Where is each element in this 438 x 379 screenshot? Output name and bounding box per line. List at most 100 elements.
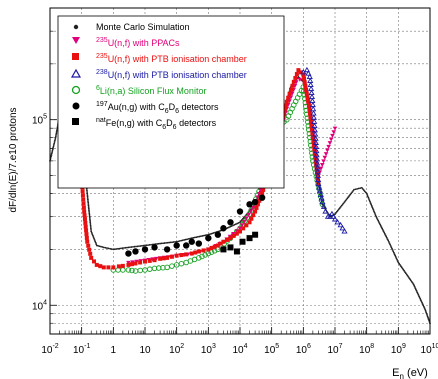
data-point (247, 220, 252, 225)
legend-item-natfe: natFe(n,g) with C6D6 detectors (72, 117, 217, 131)
data-point (172, 241, 175, 243)
data-point (141, 244, 143, 247)
data-point (84, 228, 89, 233)
data-point (188, 238, 195, 245)
data-point (204, 234, 207, 237)
data-point (173, 242, 180, 249)
data-point (316, 187, 324, 194)
data-point (374, 213, 376, 215)
data-point (104, 246, 107, 249)
data-point (116, 264, 121, 269)
data-point (255, 202, 260, 207)
data-point (115, 248, 118, 250)
data-point (86, 243, 91, 248)
data-point (83, 220, 88, 225)
data-point (232, 224, 235, 227)
data-point (166, 241, 169, 244)
data-point (345, 198, 348, 201)
data-point (129, 246, 131, 249)
data-point (112, 248, 115, 251)
data-point (293, 75, 298, 80)
data-point (305, 70, 312, 76)
legend-label-197au-sub2: 6 (175, 108, 179, 115)
data-point (336, 209, 339, 212)
data-point (82, 217, 87, 222)
data-point (394, 254, 397, 257)
x-tick-label-exp: 6 (307, 343, 311, 350)
x-tick-label-exp: 3 (212, 343, 216, 350)
data-point (120, 263, 125, 268)
data-point (107, 247, 110, 250)
data-point (169, 254, 174, 259)
legend-marker-filled-square (72, 118, 79, 125)
legend-label-natfe-pre: nat (96, 117, 106, 124)
data-point (192, 236, 195, 239)
data-point (317, 191, 324, 197)
data-point (315, 174, 320, 179)
data-point (339, 225, 346, 231)
data-point (374, 214, 377, 217)
data-point (83, 224, 88, 229)
data-point (212, 244, 217, 249)
data-point (124, 246, 127, 249)
data-point (331, 216, 339, 222)
data-point (89, 221, 92, 224)
data-point (86, 189, 88, 192)
data-point (148, 244, 151, 246)
data-point (89, 224, 92, 227)
data-point (158, 256, 163, 261)
legend-label-235u-ptb-main: U(n,f) with PTB ionisation chamber (108, 54, 247, 64)
data-point (156, 243, 158, 245)
x-tick-label: 104 (232, 343, 247, 356)
legend-label-natfe-main: Fe(n,g) with C (106, 118, 163, 128)
data-point (189, 251, 194, 256)
legend-item-6li: 6Li(n,a) Silicon Flux Monitor (71, 85, 206, 96)
data-point (184, 238, 187, 241)
data-point (370, 204, 373, 207)
data-point (87, 247, 92, 252)
data-point (297, 77, 303, 82)
data-point (88, 212, 91, 215)
data-point (50, 152, 53, 155)
x-tick-label-base: 10 (41, 345, 53, 356)
data-point (337, 208, 340, 211)
data-point (88, 251, 93, 256)
data-point (321, 159, 326, 164)
data-point (322, 208, 329, 214)
data-point (169, 241, 172, 244)
data-point (50, 154, 53, 156)
data-point (302, 76, 307, 81)
data-point (369, 200, 371, 203)
data-point (54, 138, 57, 141)
data-point (298, 70, 303, 75)
x-tick-label-base: 10 (139, 345, 151, 356)
legend-box (57, 15, 285, 189)
data-point (163, 242, 166, 244)
data-point (80, 189, 85, 194)
data-point (387, 240, 390, 243)
data-point (296, 68, 301, 73)
data-point (288, 87, 293, 92)
data-point (145, 244, 148, 247)
legend-label-238u-ptb-pre: 238 (96, 69, 108, 76)
data-point (328, 137, 334, 142)
data-point (102, 246, 105, 249)
data-point (327, 213, 334, 219)
data-point (179, 253, 184, 258)
data-point (226, 227, 229, 229)
data-point (237, 222, 240, 224)
data-point (165, 255, 170, 260)
data-point (111, 265, 116, 270)
data-point (303, 84, 308, 89)
data-point (151, 244, 158, 251)
data-point (147, 244, 149, 246)
data-point (314, 166, 319, 171)
data-point (110, 248, 113, 250)
x-axis-label-main: E (392, 367, 399, 379)
legend-label-197au-mid: D (169, 102, 176, 112)
data-point (126, 260, 131, 265)
data-point (323, 152, 329, 157)
data-point (334, 218, 341, 225)
data-point (304, 87, 309, 92)
